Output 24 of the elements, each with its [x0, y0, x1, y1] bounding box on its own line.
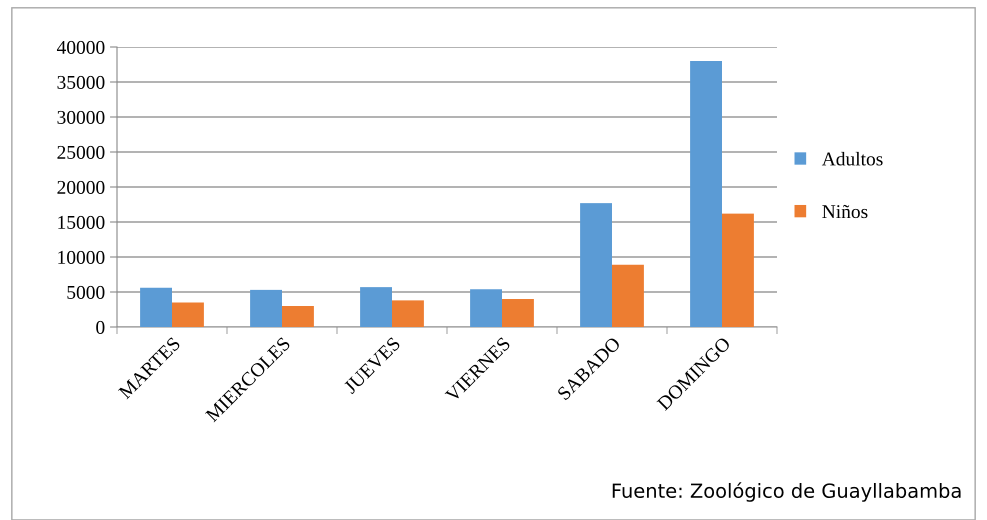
y-tick-label: 30000 — [58, 110, 104, 124]
legend-label: Adultos — [822, 152, 883, 166]
y-tick-label: 40000 — [56, 40, 104, 54]
y-tick-label: 20000 — [57, 180, 104, 194]
bar — [612, 264, 644, 327]
y-tick-label: 15000 — [58, 216, 104, 229]
bar — [722, 214, 754, 327]
bar — [690, 61, 722, 327]
bar — [580, 203, 612, 327]
y-tick-label: 10000 — [58, 250, 104, 264]
y-tick-label: 35000 — [58, 76, 104, 89]
bar — [140, 288, 172, 327]
bar — [392, 300, 424, 327]
y-tick-label: 5000 — [67, 286, 104, 299]
bar — [470, 289, 502, 327]
bar — [282, 306, 314, 327]
bar — [360, 287, 392, 327]
source-note: Fuente: Zoológico de Guayllabamba — [612, 482, 961, 502]
legend-label: Niños — [822, 204, 868, 218]
y-tick-label: 25000 — [57, 146, 104, 159]
bar — [502, 299, 534, 327]
bar — [250, 290, 282, 327]
y-tick-label: 0 — [96, 320, 104, 334]
bar — [172, 302, 204, 327]
